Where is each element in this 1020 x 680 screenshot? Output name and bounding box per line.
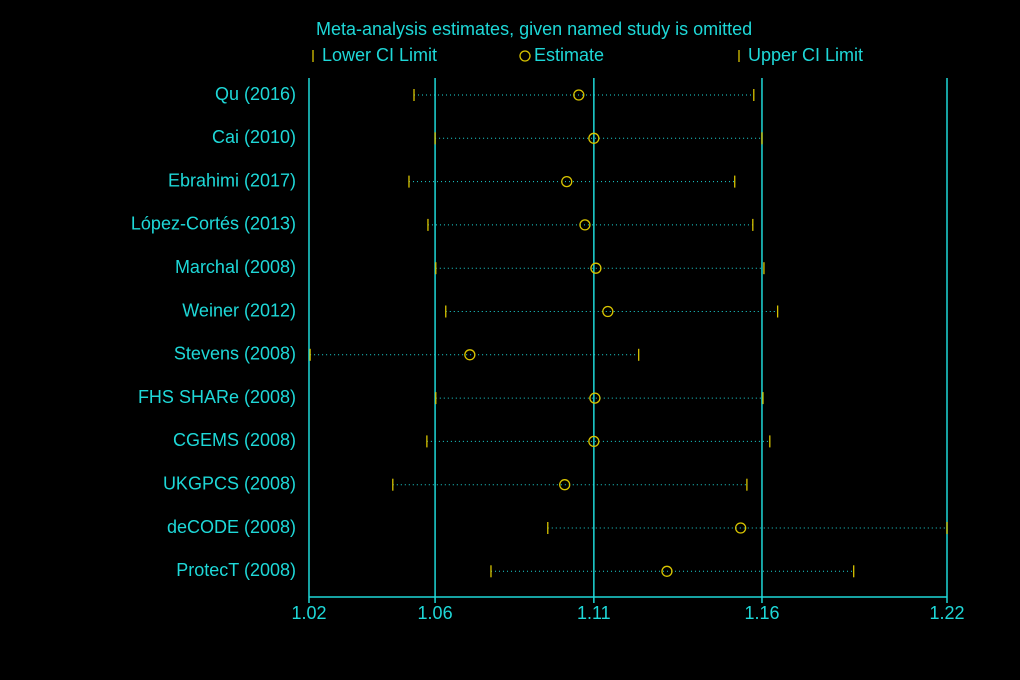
x-tick-label: 1.02 <box>291 603 326 623</box>
y-tick-label: Ebrahimi (2017) <box>168 170 296 190</box>
y-tick-label: deCODE (2008) <box>167 517 296 537</box>
y-tick-label: Qu (2016) <box>215 84 296 104</box>
y-tick-label: CGEMS (2008) <box>173 430 296 450</box>
y-tick-label: Weiner (2012) <box>182 300 296 320</box>
estimate <box>735 522 747 534</box>
legend-label: Upper CI Limit <box>748 45 863 65</box>
legend-label: Estimate <box>534 45 604 65</box>
estimate <box>588 435 600 448</box>
estimate <box>561 175 573 188</box>
chart-title: Meta-analysis estimates, given named stu… <box>316 19 752 39</box>
estimate <box>589 392 601 404</box>
x-tick-label: 1.16 <box>744 603 779 623</box>
legend-label: Lower CI Limit <box>322 45 437 65</box>
x-tick-label: 1.06 <box>418 603 453 623</box>
x-tick-label: 1.11 <box>577 603 611 623</box>
estimate <box>602 305 614 318</box>
x-tick-label: 1.22 <box>929 603 964 623</box>
y-tick-label: Stevens (2008) <box>174 344 296 364</box>
y-tick-label: Cai (2010) <box>212 127 296 147</box>
estimate <box>464 349 476 361</box>
estimate <box>579 219 591 231</box>
y-tick-label: FHS SHARe (2008) <box>138 387 296 407</box>
estimate <box>590 262 602 274</box>
estimate <box>573 89 585 101</box>
y-tick-label: UKGPCS (2008) <box>163 473 296 493</box>
y-tick-label: ProtecT (2008) <box>176 560 296 580</box>
legend-marker <box>519 50 531 62</box>
estimate <box>661 565 673 577</box>
estimate <box>588 132 600 144</box>
y-tick-label: Marchal (2008) <box>175 257 296 277</box>
estimate <box>559 479 571 491</box>
y-tick-label: López-Cortés (2013) <box>131 214 296 234</box>
